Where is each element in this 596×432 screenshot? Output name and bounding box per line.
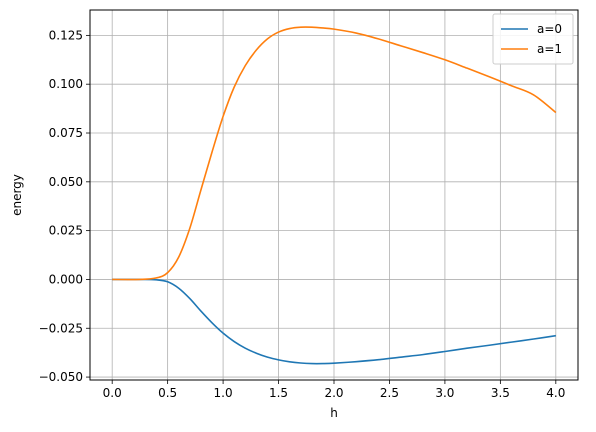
grid	[90, 10, 578, 380]
x-tick-label: 0.0	[103, 386, 122, 400]
series-group	[112, 26, 557, 365]
x-axis-label: h	[330, 406, 338, 420]
y-axis-label: energy	[10, 174, 24, 216]
y-tick-label: 0.125	[49, 28, 83, 42]
x-tick-label: 1.0	[214, 386, 233, 400]
x-tick-label: 2.0	[324, 386, 343, 400]
legend-box	[492, 13, 574, 65]
y-tick-label: 0.050	[49, 175, 83, 189]
y-tick-label: −0.050	[39, 370, 83, 384]
series-line-a=0	[112, 278, 556, 365]
legend: a=0a=1	[492, 13, 574, 65]
y-tick-label: 0.025	[49, 224, 83, 238]
series-line-a=1	[112, 26, 557, 281]
legend-label: a=0	[537, 22, 562, 36]
x-tick-label: 3.5	[491, 386, 510, 400]
x-tick-label: 2.5	[380, 386, 399, 400]
y-tick-label: 0.075	[49, 126, 83, 140]
y-tick-label: 0.000	[49, 272, 83, 286]
y-tick-label: −0.025	[39, 321, 83, 335]
x-tick-label: 4.0	[546, 386, 565, 400]
x-tick-label: 3.0	[435, 386, 454, 400]
x-tick-label: 1.5	[269, 386, 288, 400]
x-tick-label: 0.5	[158, 386, 177, 400]
y-tick-label: 0.100	[49, 77, 83, 91]
legend-label: a=1	[537, 42, 562, 56]
ticks: 0.0 0.5 1.0 1.5 2.0 2.5 3.0 3.5 4.0 −0.050 −0.025 0…	[39, 28, 566, 400]
